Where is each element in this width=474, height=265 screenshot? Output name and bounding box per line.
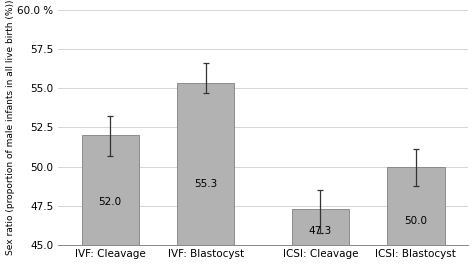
Bar — [292, 209, 349, 245]
Text: 52.0: 52.0 — [99, 197, 122, 207]
Text: 50.0: 50.0 — [404, 216, 428, 226]
Text: 47.3: 47.3 — [309, 226, 332, 236]
Bar — [177, 83, 234, 245]
Bar — [82, 135, 139, 245]
Text: 55.3: 55.3 — [194, 179, 218, 189]
Y-axis label: Sex ratio (proportion of male infants in all live birth (%)): Sex ratio (proportion of male infants in… — [6, 0, 15, 255]
Bar — [387, 167, 445, 245]
